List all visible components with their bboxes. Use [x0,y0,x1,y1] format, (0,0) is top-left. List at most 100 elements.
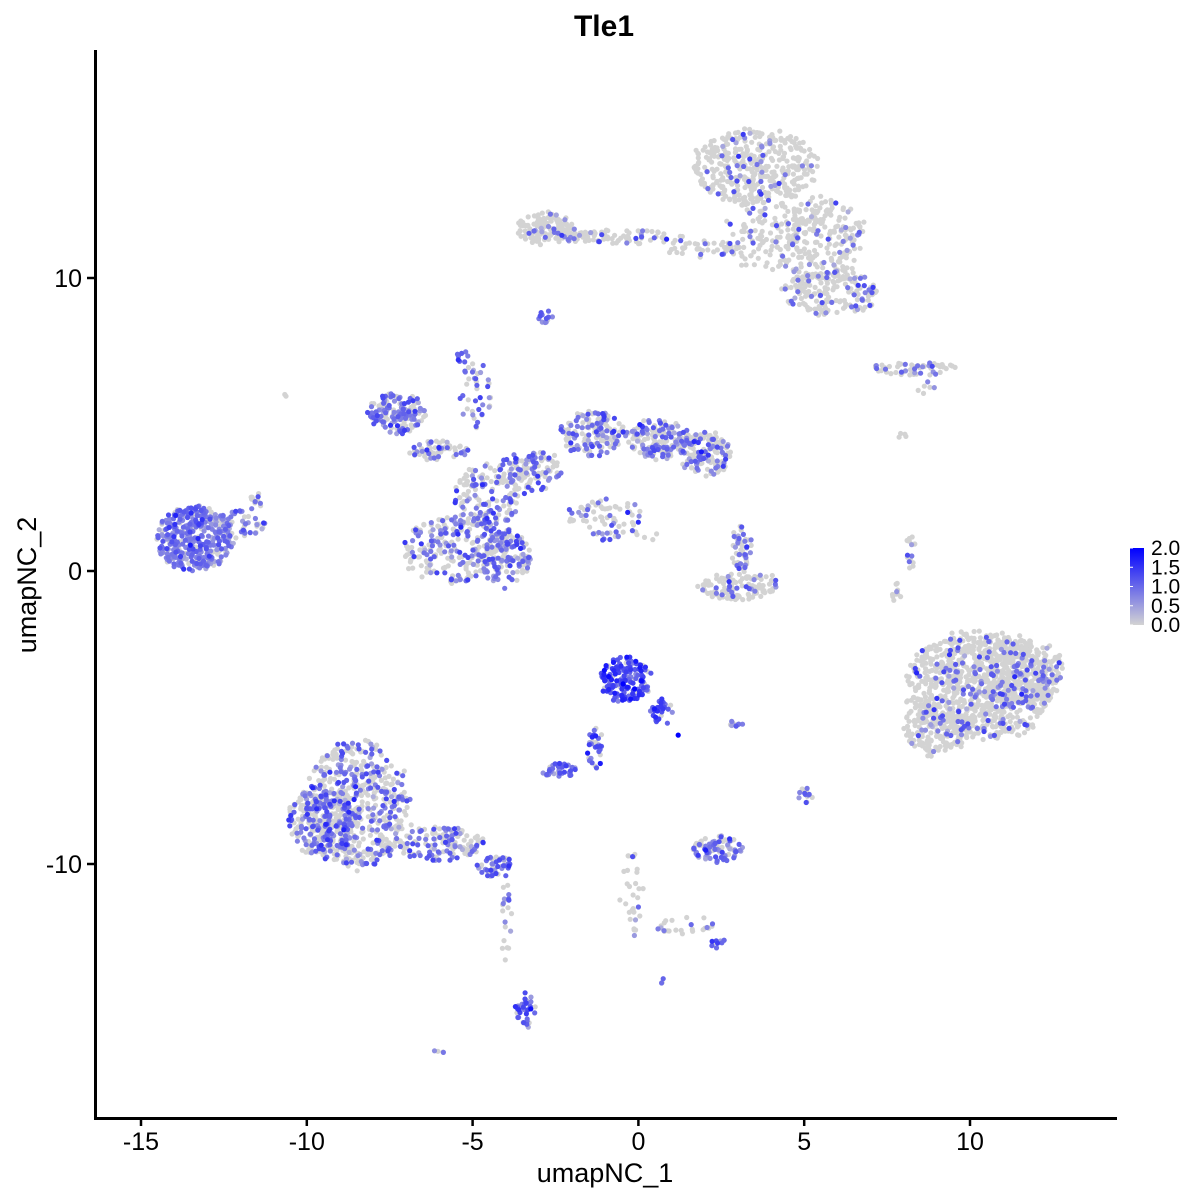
data-point [652,433,658,440]
data-point [947,706,953,712]
data-point [589,499,596,505]
data-point [804,785,810,792]
data-point [604,530,610,536]
data-point [359,799,365,805]
data-point [817,242,824,249]
data-point [965,649,971,655]
data-point [616,523,622,530]
data-point [741,153,747,159]
data-point [499,557,505,563]
data-point [971,628,977,635]
data-point [741,569,747,575]
data-point [711,138,717,144]
data-point [701,915,707,921]
data-point [737,847,743,853]
data-point [977,661,983,668]
data-point [928,683,934,689]
data-point [630,892,636,898]
data-point [961,648,967,654]
data-point [389,781,395,787]
data-point [798,248,804,254]
data-point [792,295,798,301]
data-point [959,740,965,746]
data-point [739,262,745,268]
data-point [854,297,861,303]
data-point [156,527,162,533]
data-point [1017,681,1023,688]
data-point [500,900,506,907]
data-point [549,314,556,320]
data-point [617,506,623,512]
data-point [844,247,850,253]
data-point [442,526,448,532]
data-point [626,439,632,445]
data-point [416,835,422,842]
data-point [670,240,676,246]
data-point [765,163,771,170]
data-point [898,361,904,367]
data-point [968,635,975,641]
data-point [776,263,782,269]
data-point [909,681,915,687]
data-point [980,736,986,743]
data-point [811,247,818,254]
data-point [301,835,307,841]
data-point [431,1048,438,1054]
data-point [975,640,981,646]
data-point [781,150,788,156]
data-point [529,235,535,241]
data-point [372,774,378,781]
data-point [894,589,900,595]
data-point [635,228,641,234]
data-point [635,895,641,901]
data-point [650,537,656,543]
data-point [641,534,648,541]
data-point [382,424,388,430]
data-point [340,784,346,790]
data-point [926,703,932,709]
data-point [763,249,769,255]
data-point [1008,696,1015,703]
data-point [695,583,701,590]
data-point [945,742,951,748]
data-point [747,130,753,136]
data-point [923,666,929,672]
data-point [950,695,956,701]
data-point [950,710,956,716]
data-point [408,822,414,828]
data-point [743,144,749,150]
data-point [377,810,383,816]
data-point [612,232,618,238]
data-point [798,175,804,181]
data-point [369,827,375,833]
data-point [388,763,394,769]
data-point [616,421,622,427]
data-point [585,234,591,240]
data-point [358,767,365,773]
data-point [748,253,754,259]
data-point [506,460,513,466]
data-point [668,702,674,708]
data-point [805,255,812,261]
data-point [834,309,840,315]
data-point [342,757,349,763]
data-point [812,208,819,214]
data-point [905,729,912,735]
data-point [772,182,778,188]
data-point [468,511,474,517]
data-point [759,228,765,234]
data-point [983,676,989,682]
data-point [579,431,585,437]
data-point [349,740,356,746]
data-point [952,726,958,733]
data-point [818,193,824,199]
data-point [754,167,760,173]
data-point [556,239,562,245]
data-point [751,249,757,255]
data-point [847,226,853,232]
data-point [962,653,968,659]
data-point [624,240,630,246]
data-point [800,184,806,190]
data-point [368,856,374,863]
data-point [164,520,170,526]
